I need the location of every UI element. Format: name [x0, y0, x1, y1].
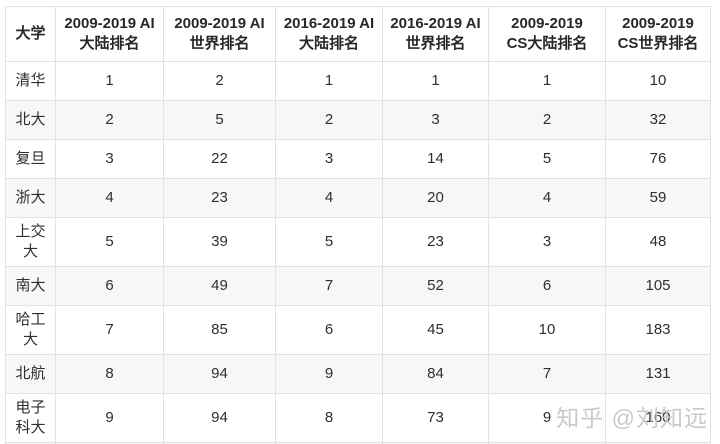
university-ranking-table: 大学 2009-2019 AI 大陆排名 2009-2019 AI 世界排名 2016-2…: [5, 6, 711, 444]
column-header-university: 大学: [5, 6, 56, 62]
rank-cell-ai-2009-2019-mainland: 9: [55, 393, 164, 443]
rank-cell-ai-2009-2019-mainland: 2: [55, 100, 164, 140]
rank-cell-ai-2009-2019-world: 22: [163, 139, 276, 179]
rank-cell-cs-2009-2019-mainland: 6: [488, 266, 606, 306]
rank-cell-cs-2009-2019-mainland: 1: [488, 61, 606, 101]
rank-cell-ai-2016-2019-world: 45: [382, 305, 489, 355]
rank-cell-ai-2009-2019-mainland: 3: [55, 139, 164, 179]
table-row: 复旦 3 22 3 14 5 76: [5, 139, 711, 179]
header-line-2: 大陆排名: [79, 35, 140, 52]
rank-cell-cs-2009-2019-mainland: 2: [488, 100, 606, 140]
rank-cell-ai-2016-2019-mainland: 3: [275, 139, 383, 179]
rank-cell-ai-2009-2019-world: 23: [163, 178, 276, 218]
rank-cell-ai-2009-2019-world: 94: [163, 393, 276, 443]
rank-cell-cs-2009-2019-world: 105: [605, 266, 711, 306]
rank-cell-cs-2009-2019-world: 59: [605, 178, 711, 218]
university-name-cell: 哈工大: [5, 305, 56, 355]
header-line-1: 2009-2019 AI: [64, 15, 155, 32]
rank-cell-cs-2009-2019-world: 10: [605, 61, 711, 101]
rank-cell-cs-2009-2019-mainland: 10: [488, 305, 606, 355]
university-name-cell: 清华: [5, 61, 56, 101]
rank-cell-ai-2016-2019-mainland: 7: [275, 266, 383, 306]
rank-cell-ai-2016-2019-world: 73: [382, 393, 489, 443]
column-header-ai-2009-2019-mainland: 2009-2019 AI 大陆排名: [55, 6, 164, 62]
rank-cell-ai-2009-2019-mainland: 1: [55, 61, 164, 101]
rank-cell-cs-2009-2019-mainland: 7: [488, 354, 606, 394]
rank-cell-cs-2009-2019-world: 32: [605, 100, 711, 140]
university-name-cell: 电子科大: [5, 393, 56, 443]
rank-cell-ai-2016-2019-world: 23: [382, 217, 489, 267]
column-header-cs-2009-2019-mainland: 2009-2019 CS大陆排名: [488, 6, 606, 62]
rank-cell-ai-2016-2019-world: 1: [382, 61, 489, 101]
rank-cell-ai-2009-2019-mainland: 6: [55, 266, 164, 306]
rank-cell-cs-2009-2019-world: 131: [605, 354, 711, 394]
header-line-1: 2016-2019 AI: [283, 15, 375, 32]
header-line-2: 世界排名: [405, 35, 466, 52]
rank-cell-cs-2009-2019-world: 151: [605, 442, 711, 444]
rank-cell-ai-2016-2019-mainland: 9: [275, 354, 383, 394]
rank-cell-ai-2016-2019-mainland: 6: [275, 305, 383, 355]
rank-cell-ai-2016-2019-mainland: 5: [275, 217, 383, 267]
rank-cell-ai-2016-2019-mainland: 4: [275, 178, 383, 218]
table-row: 上交大 5 39 5 23 3 48: [5, 217, 711, 267]
table-row: 浙大 4 23 4 20 4 59: [5, 178, 711, 218]
table-row: 南大 6 49 7 52 6 105: [5, 266, 711, 306]
rank-cell-ai-2009-2019-mainland: 4: [55, 178, 164, 218]
university-name-cell: 南大: [5, 266, 56, 306]
header-line-2: CS世界排名: [617, 35, 699, 52]
rank-cell-ai-2016-2019-world: 52: [382, 266, 489, 306]
table-row: 电子科大 9 94 8 73 9 160: [5, 393, 711, 443]
rank-cell-cs-2009-2019-mainland: 9: [488, 393, 606, 443]
rank-cell-ai-2009-2019-world: 5: [163, 100, 276, 140]
column-header-cs-2009-2019-world: 2009-2019 CS世界排名: [605, 6, 711, 62]
rank-cell-cs-2009-2019-world: 183: [605, 305, 711, 355]
column-header-ai-2009-2019-world: 2009-2019 AI 世界排名: [163, 6, 276, 62]
rank-cell-ai-2009-2019-mainland: 8: [55, 354, 164, 394]
rank-cell-cs-2009-2019-world: 48: [605, 217, 711, 267]
header-line-1: 2009-2019 AI: [174, 15, 265, 32]
header-line-2: 世界排名: [189, 35, 250, 52]
rank-cell-ai-2016-2019-world: 14: [382, 139, 489, 179]
university-name-cell: 浙大: [5, 178, 56, 218]
table-row: 北大 2 5 2 3 2 32: [5, 100, 711, 140]
header-row: 大学 2009-2019 AI 大陆排名 2009-2019 AI 世界排名 2016-2…: [5, 6, 711, 62]
header-line-2: 大陆排名: [298, 35, 359, 52]
rank-cell-cs-2009-2019-world: 160: [605, 393, 711, 443]
rank-cell-ai-2009-2019-world: 2: [163, 61, 276, 101]
table-row: 北航 8 94 9 84 7 131: [5, 354, 711, 394]
rank-cell-ai-2009-2019-mainland: 7: [55, 305, 164, 355]
rank-cell-ai-2016-2019-mainland: 1: [275, 61, 383, 101]
rank-cell-ai-2016-2019-mainland: 8: [275, 393, 383, 443]
rank-cell-ai-2009-2019-world: 85: [163, 305, 276, 355]
rank-cell-cs-2009-2019-mainland: 4: [488, 178, 606, 218]
rank-cell-ai-2016-2019-world: 20: [382, 178, 489, 218]
header-line-1: 2016-2019 AI: [390, 15, 481, 32]
table-row: 清华 1 2 1 1 1 10: [5, 61, 711, 101]
rank-cell-ai-2009-2019-world: 39: [163, 217, 276, 267]
university-name-cell: 北航: [5, 354, 56, 394]
rank-cell-ai-2009-2019-world: 49: [163, 266, 276, 306]
header-line-2: CS大陆排名: [506, 35, 588, 52]
rank-cell-ai-2009-2019-mainland: 5: [55, 217, 164, 267]
rank-cell-cs-2009-2019-world: 76: [605, 139, 711, 179]
rank-cell-ai-2016-2019-world: 3: [382, 100, 489, 140]
university-name-cell: 北大: [5, 100, 56, 140]
rank-cell-cs-2009-2019-mainland: 3: [488, 217, 606, 267]
university-name-cell: 复旦: [5, 139, 56, 179]
rank-cell-ai-2016-2019-mainland: 2: [275, 100, 383, 140]
header-line-1: 2009-2019: [622, 15, 694, 32]
column-header-ai-2016-2019-mainland: 2016-2019 AI 大陆排名: [275, 6, 383, 62]
university-name-cell: 上交大: [5, 217, 56, 267]
rank-cell-cs-2009-2019-mainland: 5: [488, 139, 606, 179]
column-header-ai-2016-2019-world: 2016-2019 AI 世界排名: [382, 6, 489, 62]
table-body: 清华 1 2 1 1 1 10 北大 2 5 2 3 2 32 复旦 3 22 3 14 5 76 浙大 4 23 4 20 4 59…: [5, 61, 711, 444]
header-line-1: 2009-2019: [511, 15, 583, 32]
rank-cell-ai-2016-2019-world: 84: [382, 354, 489, 394]
rank-cell-ai-2009-2019-world: 94: [163, 354, 276, 394]
table-row: 哈工大 7 85 6 45 10 183: [5, 305, 711, 355]
table-row: 中科大10135101138151: [5, 442, 711, 444]
